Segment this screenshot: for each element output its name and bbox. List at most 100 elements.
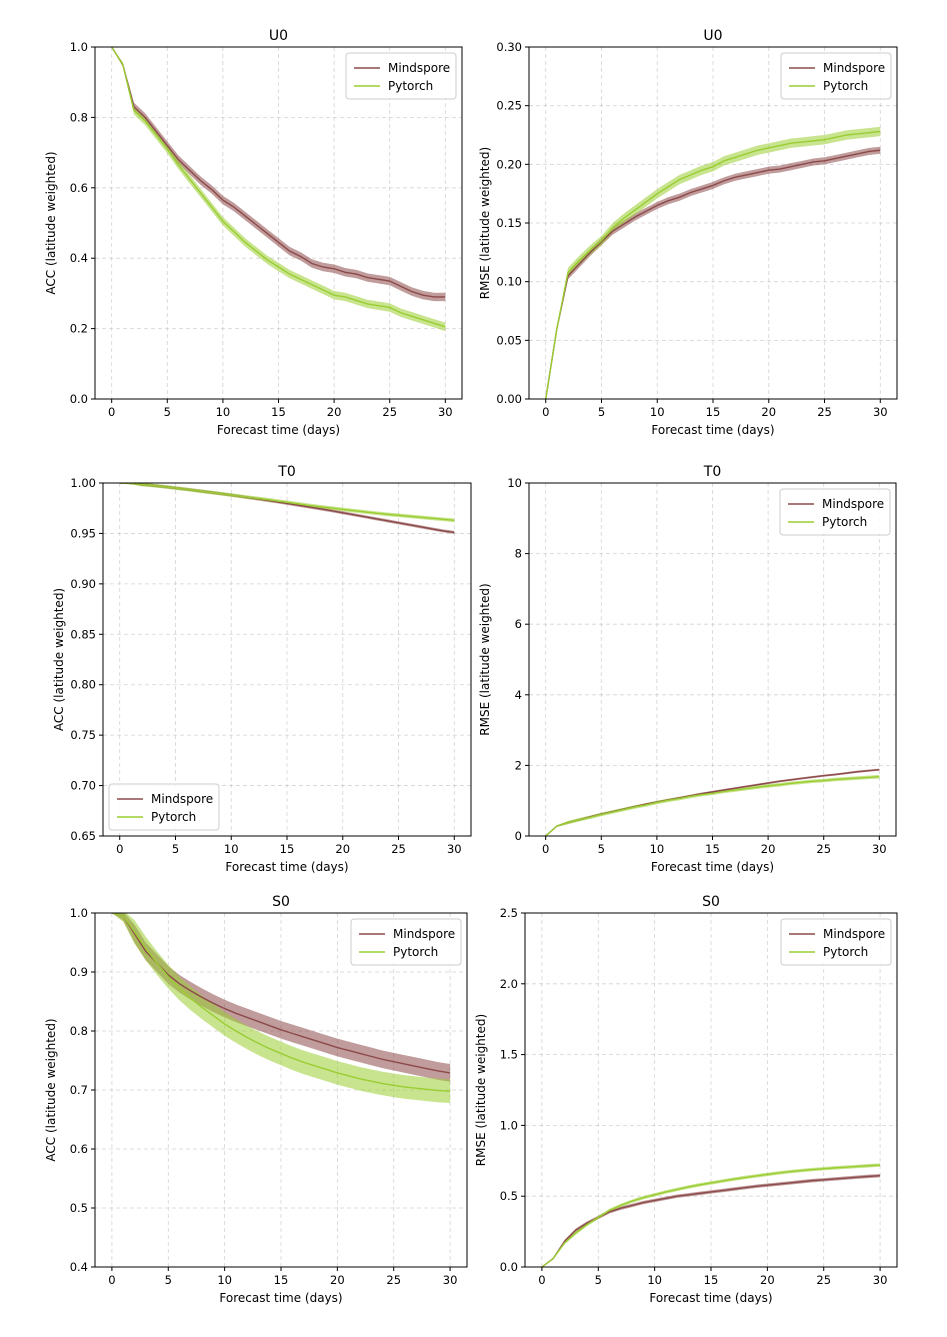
x-tick-label: 30 xyxy=(438,405,453,419)
x-tick-label: 30 xyxy=(873,405,888,419)
x-tick-label: 5 xyxy=(164,405,171,419)
y-tick-label: 0.2 xyxy=(70,322,88,336)
x-tick-label: 20 xyxy=(760,1273,775,1287)
legend-label-pytorch: Pytorch xyxy=(822,515,867,529)
chart-title: T0 xyxy=(277,464,295,480)
x-tick-label: 10 xyxy=(216,405,231,419)
legend-label-mindspore: Mindspore xyxy=(388,61,450,75)
x-tick-label: 30 xyxy=(447,842,462,856)
chart-title: T0 xyxy=(703,464,721,480)
x-tick-label: 20 xyxy=(761,842,776,856)
series-line-pytorch xyxy=(111,47,446,328)
legend-box xyxy=(779,488,891,536)
y-axis-label: ACC (latitude weighted) xyxy=(44,151,58,294)
y-tick-label: 0.20 xyxy=(496,157,522,171)
chart-panel-5: 0 5 10 15 20 25 30 0.0 0.5 1.0 1.5 2.0 2.5 S0 Forecast… xyxy=(474,894,898,1305)
legend-label-mindspore: Mindspore xyxy=(823,61,885,75)
legend-label-pytorch: Pytorch xyxy=(393,945,438,959)
series-line-pytorch xyxy=(119,483,455,522)
x-tick-label: 5 xyxy=(172,842,179,856)
chart-title: S0 xyxy=(272,894,290,910)
legend-label-mindspore: Mindspore xyxy=(822,497,884,511)
y-tick-label: 4 xyxy=(515,688,522,702)
series-band-pytorch xyxy=(541,1163,881,1267)
x-tick-label: 0 xyxy=(538,1273,545,1287)
x-tick-label: 10 xyxy=(224,842,239,856)
chart-panel-2: 0 5 10 15 20 25 30 0.65 0.70 0.75 0.80 0.85 0.90 0.95… xyxy=(52,464,472,874)
x-tick-label: 10 xyxy=(217,1273,232,1287)
chart-panel-3: 0 5 10 15 20 25 30 0 2 4 6 8 10 T0 Forecast time (days… xyxy=(478,464,897,874)
x-tick-label: 10 xyxy=(647,1273,662,1287)
y-axis-label: ACC (latitude weighted) xyxy=(44,1018,58,1161)
y-tick-label: 0.95 xyxy=(70,526,96,540)
x-axis-label: Forecast time (days) xyxy=(649,1291,772,1305)
y-tick-label: 2.5 xyxy=(500,906,518,920)
legend-label-mindspore: Mindspore xyxy=(393,927,455,941)
y-tick-label: 0.05 xyxy=(496,333,522,347)
legend-box xyxy=(108,783,220,831)
y-tick-label: 1.0 xyxy=(500,1118,518,1132)
x-axis-label: Forecast time (days) xyxy=(651,423,774,437)
x-tick-label: 10 xyxy=(650,405,665,419)
y-tick-label: 0.8 xyxy=(70,1024,88,1038)
x-tick-label: 0 xyxy=(108,405,115,419)
chart-title: S0 xyxy=(702,894,720,910)
chart-title: U0 xyxy=(703,28,722,44)
y-tick-label: 0.5 xyxy=(70,1201,88,1215)
legend-label-pytorch: Pytorch xyxy=(388,79,433,93)
legend-box xyxy=(780,918,892,966)
legend: Mindspore Pytorch xyxy=(350,918,462,966)
legend-box xyxy=(780,52,892,100)
x-tick-label: 25 xyxy=(817,405,832,419)
y-tick-label: 0.80 xyxy=(70,678,96,692)
x-tick-label: 5 xyxy=(595,1273,602,1287)
y-tick-label: 0.75 xyxy=(70,728,96,742)
series-line-pytorch xyxy=(111,913,451,1092)
y-axis-label: RMSE (latitude weighted) xyxy=(478,147,492,299)
x-tick-label: 5 xyxy=(598,405,605,419)
x-axis-label: Forecast time (days) xyxy=(217,423,340,437)
y-tick-label: 0.00 xyxy=(496,392,522,406)
chart-panel-0: 0 5 10 15 20 25 30 0.0 0.2 0.4 0.6 0.8 1.0 U0 Forecast… xyxy=(44,28,463,437)
x-tick-label: 20 xyxy=(327,405,342,419)
x-tick-label: 0 xyxy=(116,842,123,856)
y-tick-label: 0.85 xyxy=(70,627,96,641)
x-axis-label: Forecast time (days) xyxy=(219,1291,342,1305)
y-tick-label: 0.0 xyxy=(70,392,88,406)
series-line-mindspore xyxy=(111,47,446,298)
x-axis-label: Forecast time (days) xyxy=(651,860,774,874)
y-tick-label: 0.10 xyxy=(496,275,522,289)
legend: Mindspore Pytorch xyxy=(108,783,220,831)
y-tick-label: 0.4 xyxy=(70,1260,88,1274)
x-tick-label: 20 xyxy=(330,1273,345,1287)
y-tick-label: 0.4 xyxy=(70,251,88,265)
y-tick-label: 0.5 xyxy=(500,1189,518,1203)
x-tick-label: 30 xyxy=(873,1273,888,1287)
y-tick-label: 6 xyxy=(515,617,522,631)
legend-label-pytorch: Pytorch xyxy=(151,810,196,824)
y-tick-label: 10 xyxy=(507,476,522,490)
x-tick-label: 25 xyxy=(386,1273,401,1287)
y-tick-label: 0 xyxy=(515,829,522,843)
x-tick-label: 5 xyxy=(165,1273,172,1287)
x-tick-label: 15 xyxy=(704,1273,719,1287)
legend-box xyxy=(350,918,462,966)
legend: Mindspore Pytorch xyxy=(780,918,892,966)
x-tick-label: 30 xyxy=(872,842,887,856)
series-line-pytorch xyxy=(545,130,881,399)
y-tick-label: 0.70 xyxy=(70,779,96,793)
y-tick-label: 0.15 xyxy=(496,216,522,230)
y-tick-label: 0.25 xyxy=(496,99,522,113)
y-tick-label: 1.5 xyxy=(500,1048,518,1062)
x-tick-label: 25 xyxy=(391,842,406,856)
y-axis-label: RMSE (latitude weighted) xyxy=(478,583,492,735)
y-tick-label: 0.8 xyxy=(70,110,88,124)
series-band-mindspore xyxy=(111,913,451,1082)
y-axis-label: ACC (latitude weighted) xyxy=(52,588,66,731)
x-tick-label: 25 xyxy=(816,842,831,856)
x-tick-label: 15 xyxy=(271,405,286,419)
x-tick-label: 10 xyxy=(650,842,665,856)
legend-label-pytorch: Pytorch xyxy=(823,945,868,959)
legend: Mindspore Pytorch xyxy=(779,488,891,536)
